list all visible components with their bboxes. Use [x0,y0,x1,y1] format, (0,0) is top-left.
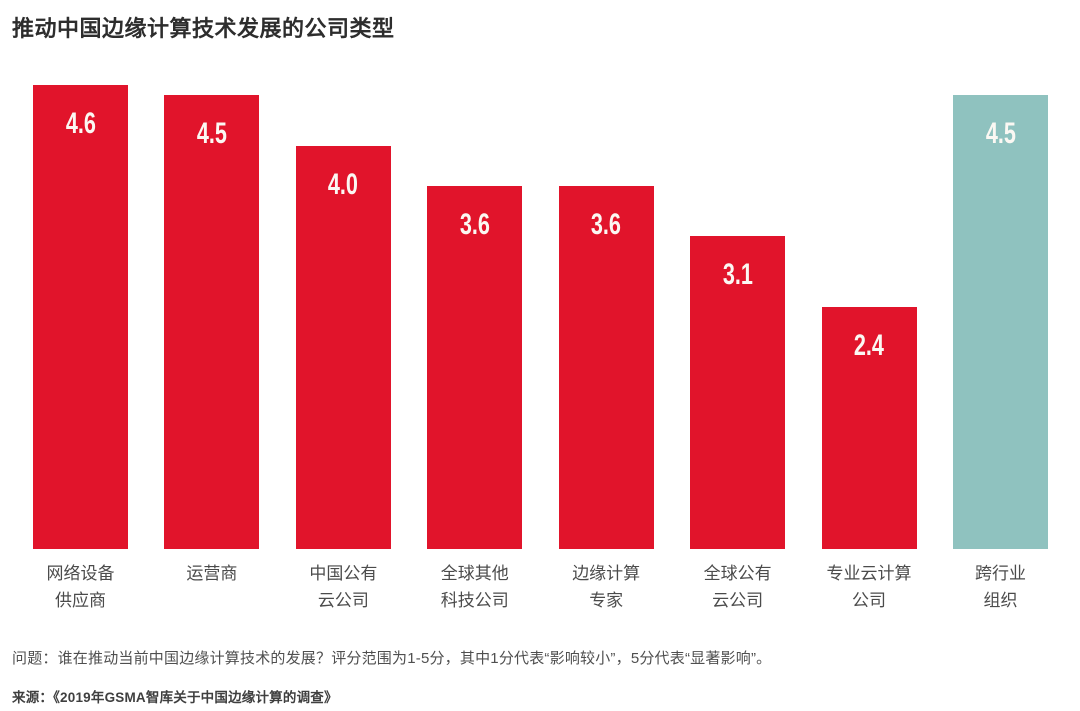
survey-question-footnote: 问题：谁在推动当前中国边缘计算技术的发展？评分范围为1-5分，其中1分代表“影响… [12,650,772,667]
bar: 3.6 [558,186,654,549]
bar: 4.5 [164,95,260,549]
bar-value-label: 3.6 [591,208,622,241]
category-label: 运营商 [164,560,259,587]
source-footnote: 来源：《2019年GSMA智库关于中国边缘计算的调查》 [12,690,338,705]
category-label-line: 中国公有 [309,564,378,583]
bar-value-label: 3.1 [722,258,753,291]
category-label-line: 组织 [983,591,1018,610]
category-label-line: 供应商 [55,591,106,610]
category-label-line: 跨行业 [974,564,1026,583]
bar-chart-plot-area: 4.6 4.5 4.0 3.6 3.6 3.1 2.4 4.5 [33,85,1048,549]
category-label: 中国公有 云公司 [296,560,391,614]
category-label-line: 科技公司 [440,591,509,610]
bar: 4.6 [33,85,128,549]
category-label: 跨行业 组织 [953,560,1048,614]
category-label-line: 网络设备 [46,564,115,583]
category-label-line: 全球公有 [703,564,772,583]
category-axis-labels: 网络设备 供应商 运营商 中国公有 云公司 全球其他 科技公司 边缘计算 专家 全球公有 云公司 专业… [33,560,1048,614]
category-label-line: 公司 [852,591,887,610]
bar: 3.6 [427,186,523,549]
bar: 4.5 [952,95,1048,549]
category-label: 网络设备 供应商 [33,560,128,614]
bar-value-label: 4.0 [328,168,359,201]
category-label-line: 专业云计算 [826,564,912,583]
category-label-line: 专家 [589,591,624,610]
category-label-line: 云公司 [712,591,764,610]
category-label: 专业云计算 公司 [822,560,917,614]
bar: 4.0 [295,146,391,549]
category-label: 全球公有 云公司 [690,560,785,614]
bar-value-label: 3.6 [459,208,490,241]
bar-value-label: 2.4 [854,329,885,362]
bar-value-label: 4.5 [196,117,227,150]
bar: 2.4 [821,307,917,549]
category-label: 边缘计算 专家 [559,560,654,614]
category-label-line: 云公司 [317,591,369,610]
category-label-line: 运营商 [186,564,238,583]
chart-title: 推动中国边缘计算技术发展的公司类型 [12,16,395,41]
category-label-line: 全球其他 [440,564,509,583]
bar-value-label: 4.6 [65,107,96,140]
category-label: 全球其他 科技公司 [427,560,522,614]
bar: 3.1 [690,236,786,549]
bar-value-label: 4.5 [985,117,1016,150]
category-label-line: 边缘计算 [572,564,641,583]
